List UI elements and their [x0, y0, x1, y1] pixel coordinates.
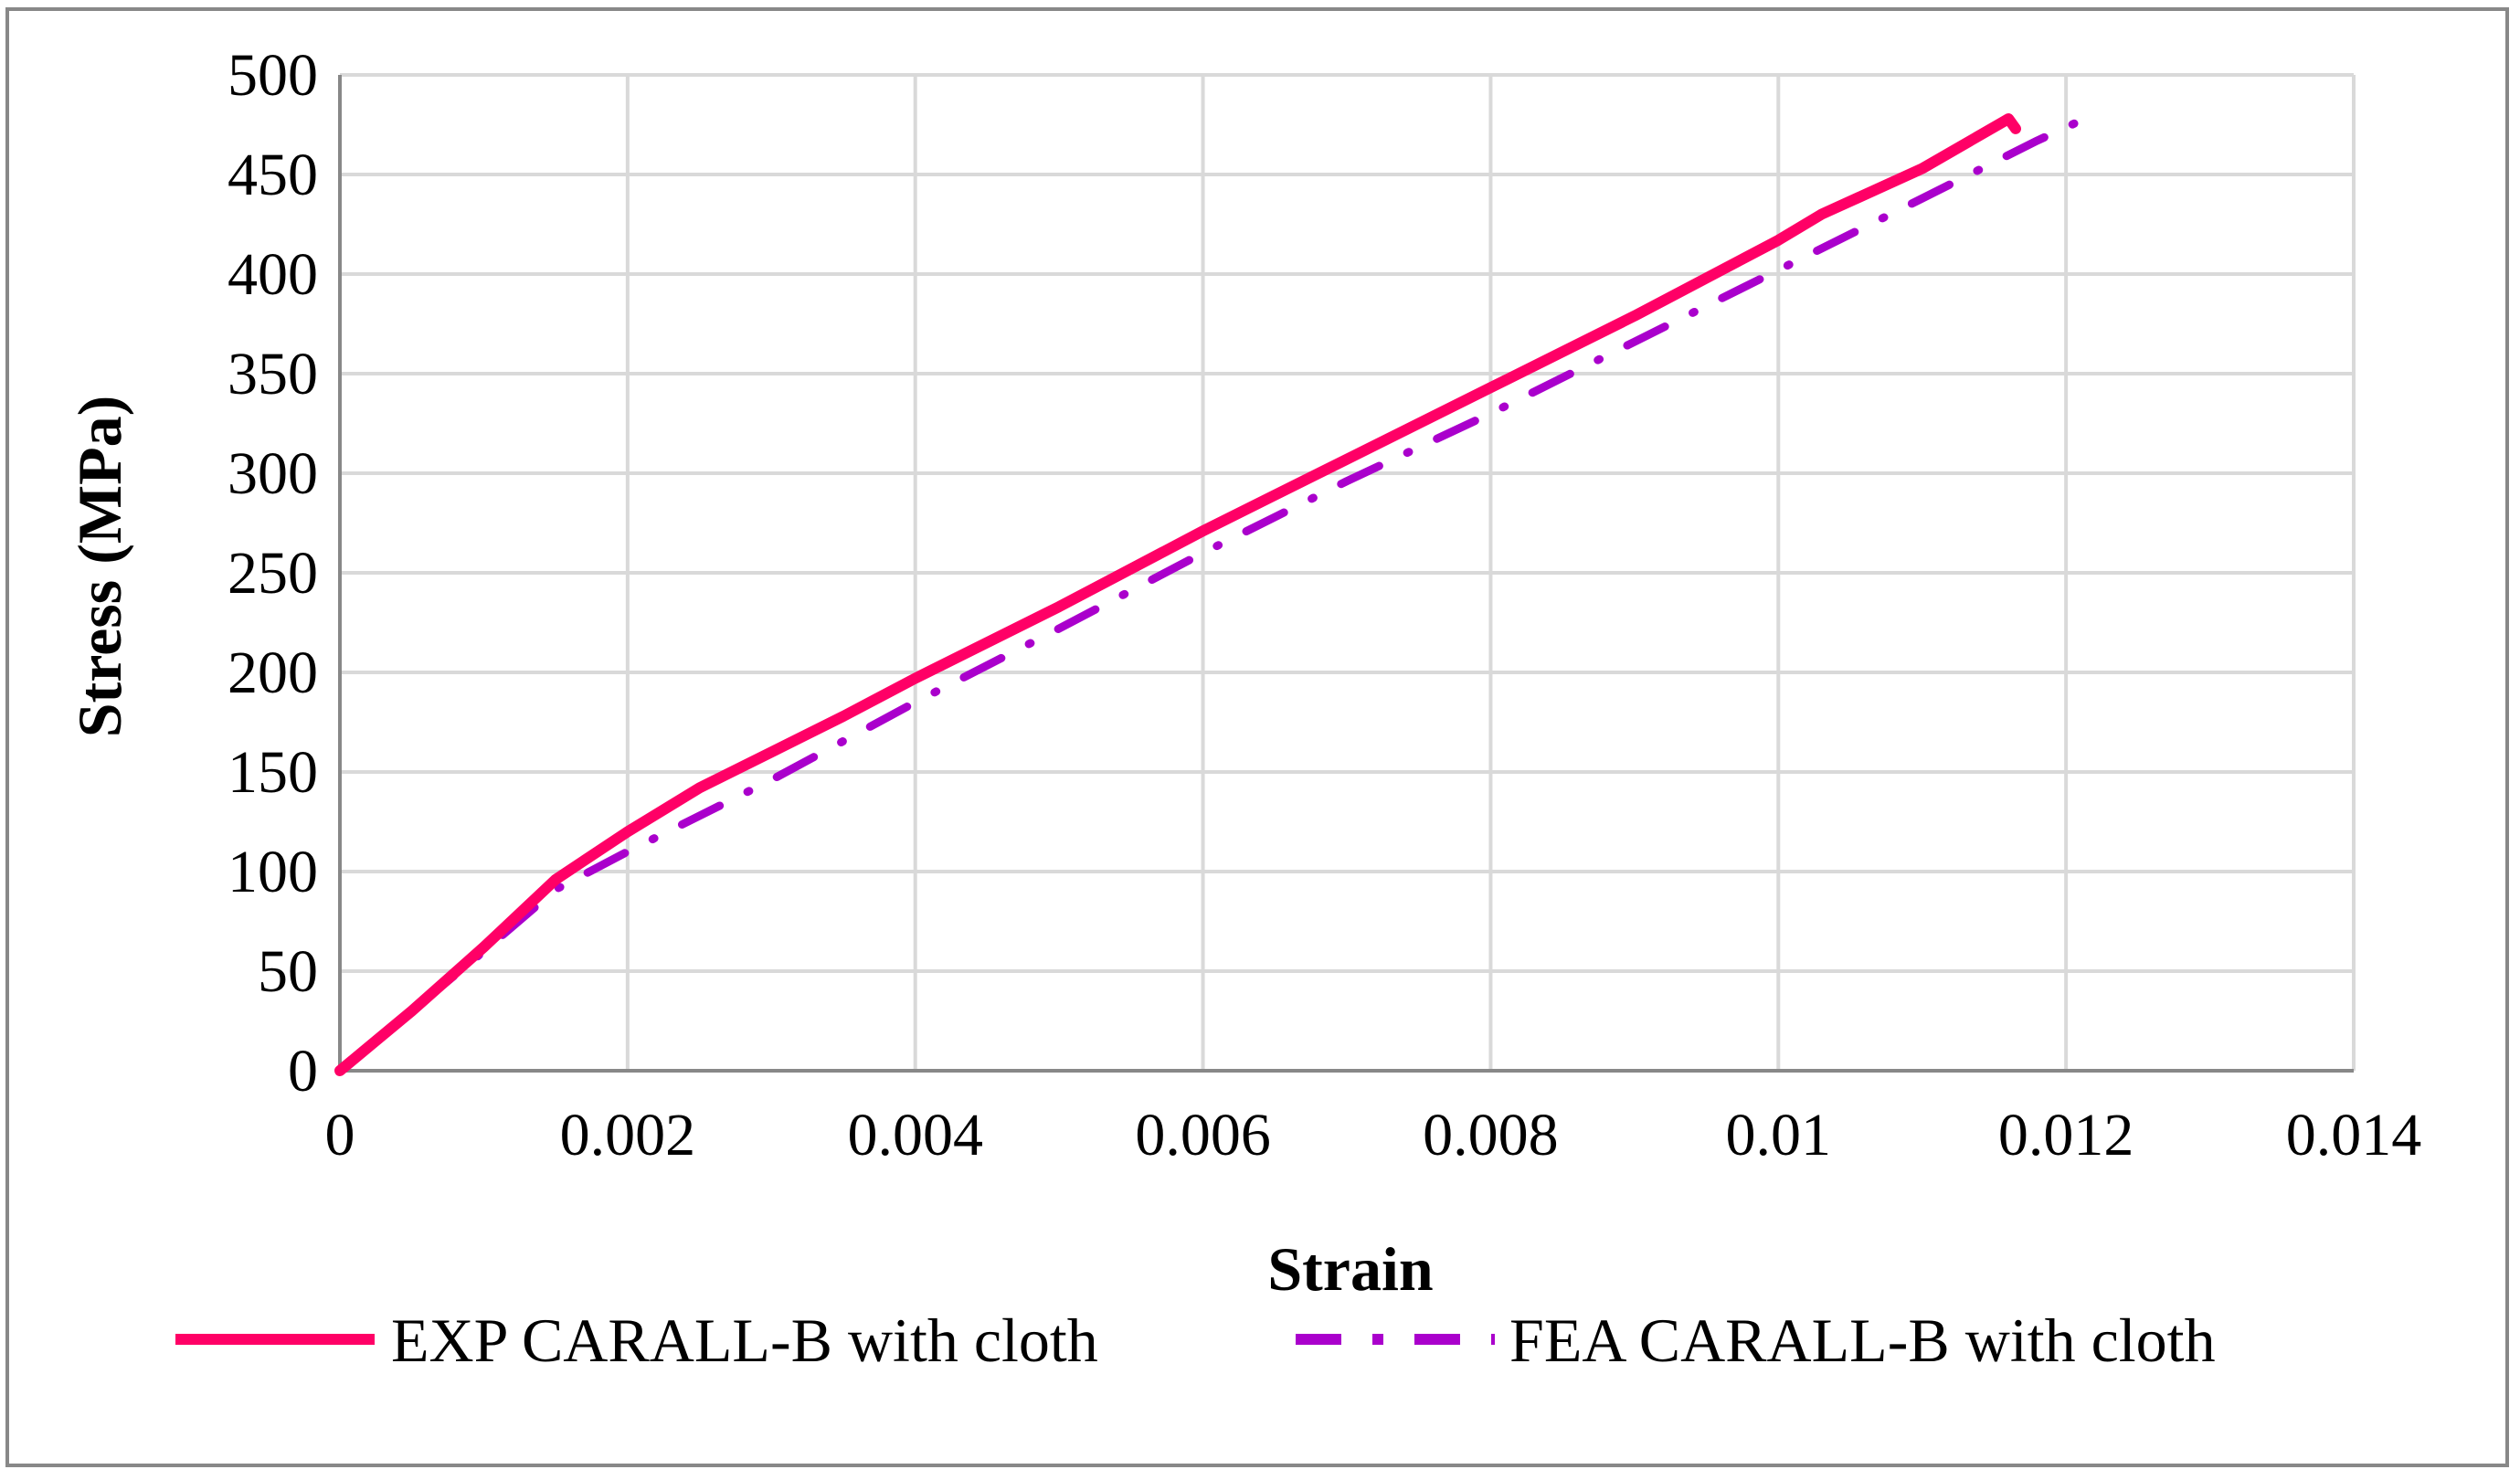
- tick-labels: 0 0.002 0.004 0.006 0.008 0.01 0.012 0.014 0 50 10…: [228, 42, 2421, 1168]
- legend-label-exp: EXP CARALL-B with cloth: [391, 1306, 1098, 1375]
- x-tick-label: 0.008: [1423, 1102, 1559, 1168]
- x-tick-label: 0: [325, 1102, 355, 1168]
- legend-label-fea: FEA CARALL-B with cloth: [1509, 1306, 2216, 1375]
- x-axis-title: Strain: [1267, 1234, 1433, 1304]
- y-tick-label: 350: [228, 341, 318, 407]
- y-tick-label: 450: [228, 142, 318, 208]
- y-tick-label: 500: [228, 42, 318, 109]
- x-tick-label: 0.01: [1726, 1102, 1832, 1168]
- series-line-fea: [335, 116, 2085, 1075]
- y-axis-title: Stress (MPa): [65, 396, 134, 738]
- grid-lines: [338, 73, 2356, 1073]
- y-tick-label: 300: [228, 440, 318, 507]
- x-tick-label: 0.012: [1998, 1102, 2134, 1168]
- x-tick-label: 0.002: [560, 1102, 696, 1168]
- series-line-exp: [334, 113, 2021, 1076]
- legend: EXP CARALL-B with cloth FEA CARALL-B wit…: [175, 1306, 2216, 1375]
- y-tick-label: 400: [228, 241, 318, 308]
- x-tick-label: 0.006: [1135, 1102, 1271, 1168]
- y-tick-label: 200: [228, 640, 318, 706]
- series-lines: [334, 113, 2085, 1076]
- y-tick-label: 50: [258, 938, 318, 1005]
- y-tick-label: 0: [288, 1038, 318, 1105]
- chart-frame: [5, 7, 2509, 1467]
- y-tick-label: 150: [228, 739, 318, 806]
- y-tick-label: 250: [228, 540, 318, 607]
- x-tick-label: 0.014: [2286, 1102, 2422, 1168]
- y-tick-label: 100: [228, 839, 318, 905]
- x-tick-label: 0.004: [847, 1102, 983, 1168]
